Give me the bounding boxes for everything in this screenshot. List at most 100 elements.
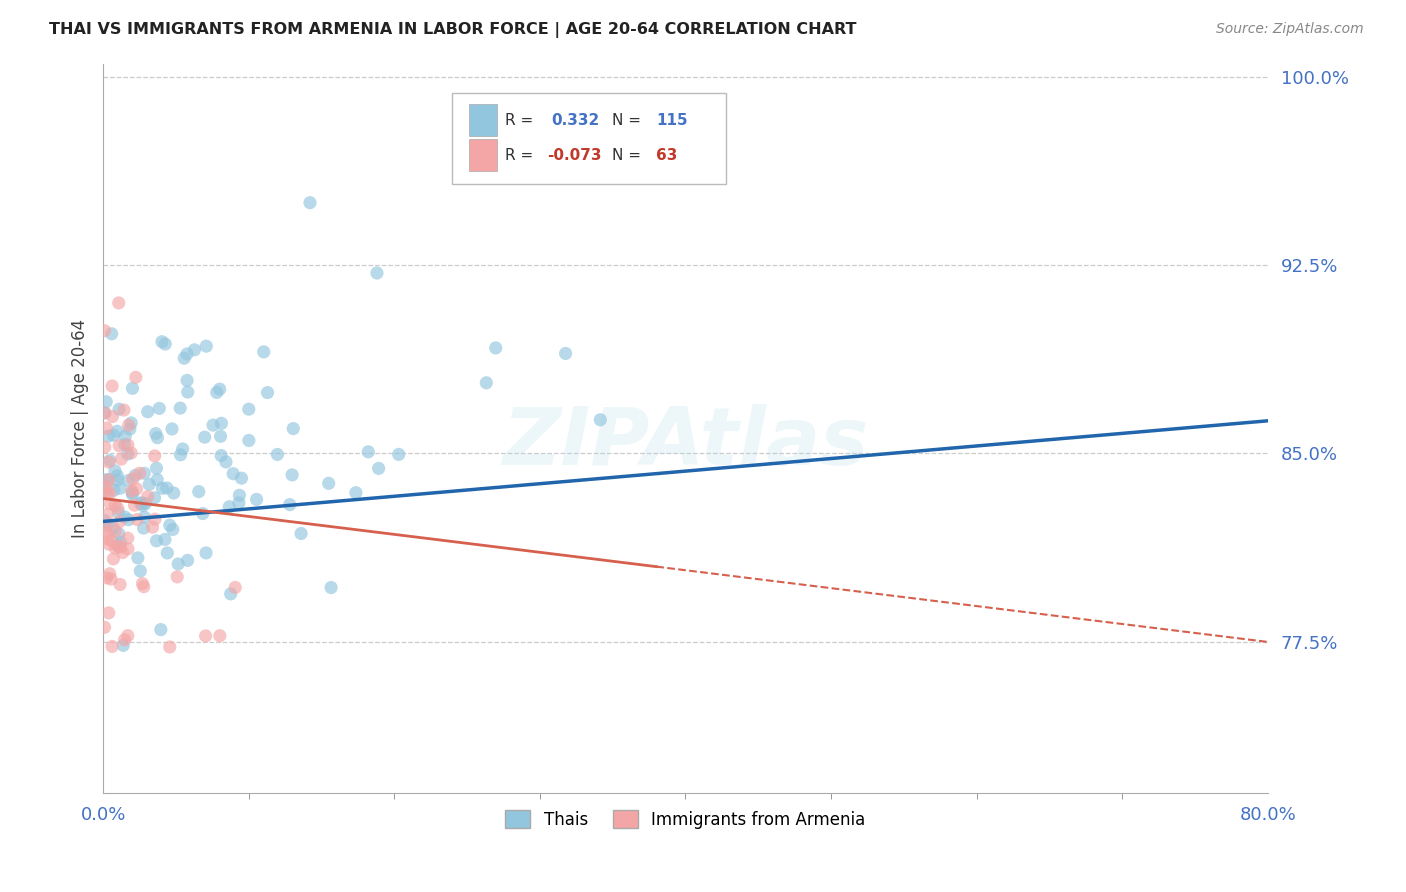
Point bbox=[104, 541, 127, 555]
FancyBboxPatch shape bbox=[453, 93, 725, 185]
Point bbox=[120, 446, 142, 460]
Point bbox=[96, 480, 118, 494]
Point bbox=[160, 422, 183, 436]
Point bbox=[107, 501, 129, 516]
Point bbox=[256, 385, 278, 400]
Point bbox=[107, 539, 129, 553]
Point bbox=[112, 403, 135, 417]
Point bbox=[357, 445, 380, 459]
Point bbox=[150, 481, 173, 495]
Point bbox=[169, 448, 191, 462]
Point bbox=[121, 472, 143, 486]
Text: R =: R = bbox=[505, 148, 533, 162]
Point bbox=[121, 487, 143, 501]
Point bbox=[187, 484, 209, 499]
Text: N =: N = bbox=[612, 148, 641, 162]
Point bbox=[209, 429, 232, 443]
Point bbox=[136, 405, 159, 419]
Point bbox=[94, 440, 117, 454]
Point bbox=[103, 483, 125, 498]
Point bbox=[108, 515, 131, 529]
Point bbox=[143, 512, 166, 526]
Point bbox=[129, 497, 152, 511]
FancyBboxPatch shape bbox=[468, 139, 496, 171]
Point bbox=[134, 467, 156, 481]
Point bbox=[224, 581, 246, 595]
Point bbox=[108, 526, 131, 541]
Point bbox=[103, 552, 125, 566]
Point bbox=[96, 394, 118, 409]
Point bbox=[108, 577, 131, 591]
Text: ZIPAtlas: ZIPAtlas bbox=[502, 404, 869, 482]
Point bbox=[96, 532, 118, 546]
Point bbox=[114, 510, 136, 524]
Point bbox=[101, 640, 124, 654]
Point bbox=[125, 482, 148, 496]
Point bbox=[278, 498, 301, 512]
Point bbox=[103, 428, 125, 442]
Text: -0.073: -0.073 bbox=[547, 148, 602, 162]
Point bbox=[290, 526, 312, 541]
Point bbox=[156, 481, 179, 495]
Point bbox=[97, 473, 120, 487]
Point bbox=[100, 533, 122, 548]
Point bbox=[104, 464, 127, 478]
Point bbox=[195, 546, 218, 560]
Point bbox=[93, 620, 115, 634]
Point bbox=[366, 266, 388, 280]
Point bbox=[117, 513, 139, 527]
Point bbox=[141, 520, 163, 534]
Point bbox=[107, 296, 129, 310]
Point bbox=[132, 499, 155, 513]
Point bbox=[228, 496, 250, 510]
Point bbox=[124, 468, 146, 483]
Y-axis label: In Labor Force | Age 20-64: In Labor Force | Age 20-64 bbox=[72, 318, 89, 538]
Point bbox=[475, 376, 498, 390]
Point bbox=[97, 455, 120, 469]
Point bbox=[117, 438, 139, 452]
Point bbox=[98, 497, 121, 511]
Point bbox=[155, 337, 177, 351]
Point bbox=[202, 418, 225, 433]
Point bbox=[191, 507, 214, 521]
Point bbox=[96, 485, 118, 500]
Point bbox=[145, 461, 167, 475]
Point bbox=[104, 498, 127, 512]
Point bbox=[97, 473, 120, 487]
Text: 63: 63 bbox=[657, 148, 678, 162]
Point bbox=[283, 421, 305, 435]
Point bbox=[120, 416, 142, 430]
Point bbox=[172, 442, 194, 456]
Point bbox=[246, 492, 269, 507]
Point bbox=[96, 518, 118, 533]
Point bbox=[136, 490, 159, 504]
FancyBboxPatch shape bbox=[468, 104, 496, 136]
Legend: Thais, Immigrants from Armenia: Thais, Immigrants from Armenia bbox=[499, 804, 872, 835]
Point bbox=[166, 570, 188, 584]
Point bbox=[554, 346, 576, 360]
Point bbox=[117, 418, 139, 433]
Point bbox=[110, 452, 132, 467]
Point bbox=[121, 483, 143, 498]
Point bbox=[159, 640, 181, 654]
Point bbox=[131, 576, 153, 591]
Point bbox=[209, 449, 232, 463]
Point bbox=[298, 195, 321, 210]
Point bbox=[121, 381, 143, 395]
Point bbox=[177, 385, 200, 400]
Point bbox=[105, 424, 128, 438]
Point bbox=[222, 467, 245, 481]
Text: N =: N = bbox=[612, 112, 641, 128]
Point bbox=[176, 374, 198, 388]
Point bbox=[134, 497, 156, 511]
Point bbox=[148, 401, 170, 416]
Point bbox=[127, 512, 149, 526]
Point bbox=[143, 491, 166, 505]
Point bbox=[388, 447, 411, 461]
Point bbox=[146, 473, 169, 487]
Point bbox=[134, 510, 156, 524]
Point bbox=[111, 545, 134, 559]
Point bbox=[253, 344, 276, 359]
Point bbox=[107, 473, 129, 487]
Point bbox=[176, 553, 198, 567]
